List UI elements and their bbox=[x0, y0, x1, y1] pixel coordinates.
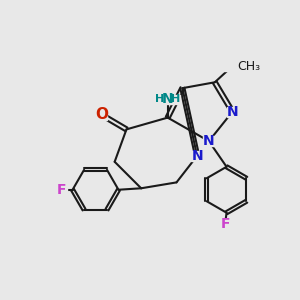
Text: H: H bbox=[171, 94, 181, 104]
Text: N: N bbox=[226, 105, 238, 119]
Text: N: N bbox=[191, 149, 203, 163]
Bar bbox=[172, 95, 180, 104]
Text: H: H bbox=[155, 94, 164, 104]
Bar bbox=[56, 185, 67, 194]
Bar bbox=[164, 95, 172, 104]
Text: N: N bbox=[162, 92, 173, 106]
Bar bbox=[203, 136, 215, 146]
Bar bbox=[155, 95, 164, 104]
Bar bbox=[226, 107, 238, 117]
Bar bbox=[191, 151, 203, 161]
Text: F: F bbox=[220, 217, 230, 231]
Bar bbox=[95, 110, 107, 120]
Text: F: F bbox=[57, 183, 66, 197]
Text: N: N bbox=[203, 134, 215, 148]
Text: CH₃: CH₃ bbox=[237, 60, 260, 73]
Bar bbox=[220, 220, 230, 228]
Text: O: O bbox=[95, 107, 108, 122]
Bar bbox=[222, 61, 243, 71]
